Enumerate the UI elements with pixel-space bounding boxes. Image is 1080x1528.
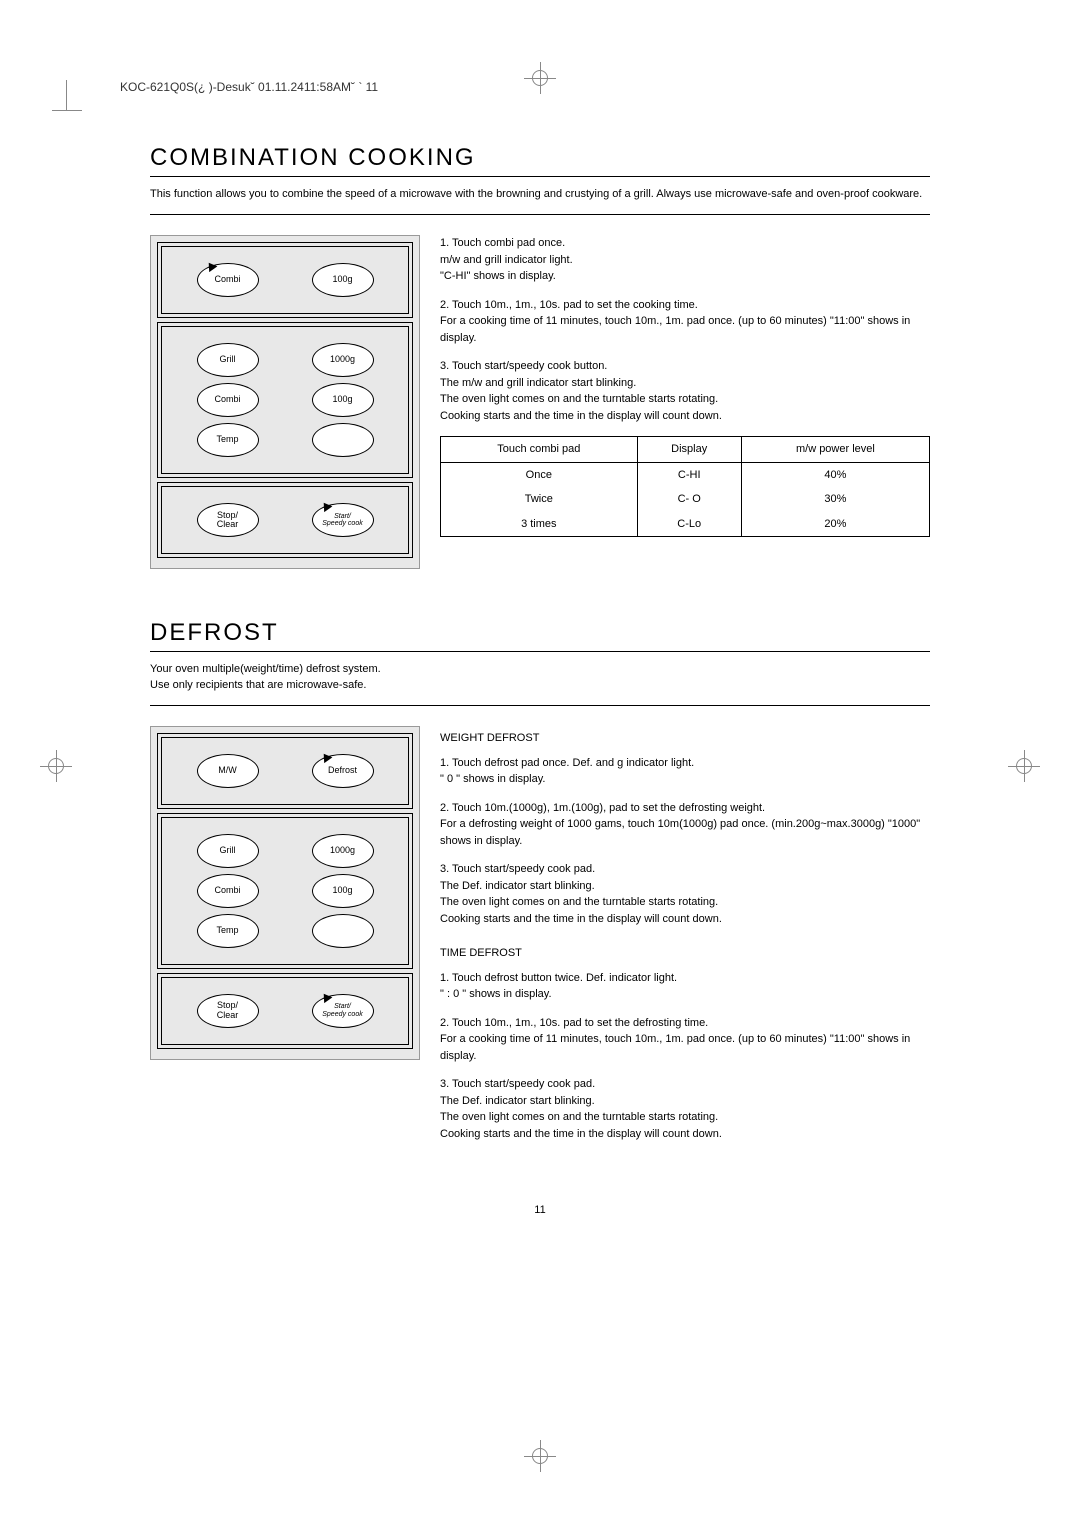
print-header: KOC-621Q0S(¿ )-Desuk˘ 01.11.2411:58AM˘ `…: [120, 80, 1020, 94]
blank-pad-d: [312, 914, 374, 948]
100g-pad-2: 100g: [312, 383, 374, 417]
temp-pad: Temp: [197, 423, 259, 457]
combi-pad: Combi: [197, 263, 259, 297]
1000g-pad: 1000g: [312, 343, 374, 377]
stop-clear-pad-d: Stop/ Clear: [197, 994, 259, 1028]
stop-clear-pad: Stop/ Clear: [197, 503, 259, 537]
blank-pad: [312, 423, 374, 457]
defrost-pad: Defrost: [312, 754, 374, 788]
page-number: 11: [150, 1204, 930, 1216]
start-speedy-pad: Start/ Speedy cook: [312, 503, 374, 537]
combi-title: COMBINATION COOKING: [150, 144, 930, 177]
defrost-panel: M/W Defrost Grill 1000g Combi 100g: [150, 726, 420, 1060]
grill-pad: Grill: [197, 343, 259, 377]
reg-mark-bottom: [524, 1440, 556, 1472]
start-speedy-pad-d: Start/ Speedy cook: [312, 994, 374, 1028]
defrost-title: DEFROST: [150, 619, 930, 652]
1000g-pad-d: 1000g: [312, 834, 374, 868]
combi-panel: Combi 100g Grill 1000g Combi 100g: [150, 235, 420, 569]
combi-pad-d: Combi: [197, 874, 259, 908]
reg-mark-top: [524, 62, 556, 94]
defrost-steps: WEIGHT DEFROST 1. Touch defrost pad once…: [440, 726, 930, 1154]
grill-pad-d: Grill: [197, 834, 259, 868]
reg-mark-left: [40, 750, 72, 782]
100g-pad-d: 100g: [312, 874, 374, 908]
combi-pad-2: Combi: [197, 383, 259, 417]
combi-table: Touch combi pad Display m/w power level …: [440, 436, 930, 537]
defrost-desc: Your oven multiple(weight/time) defrost …: [150, 662, 930, 706]
combi-desc: This function allows you to combine the …: [150, 187, 930, 215]
reg-mark-right: [1008, 750, 1040, 782]
temp-pad-d: Temp: [197, 914, 259, 948]
mw-pad: M/W: [197, 754, 259, 788]
100g-pad: 100g: [312, 263, 374, 297]
combi-steps: 1. Touch combi pad once. m/w and grill i…: [440, 235, 930, 569]
